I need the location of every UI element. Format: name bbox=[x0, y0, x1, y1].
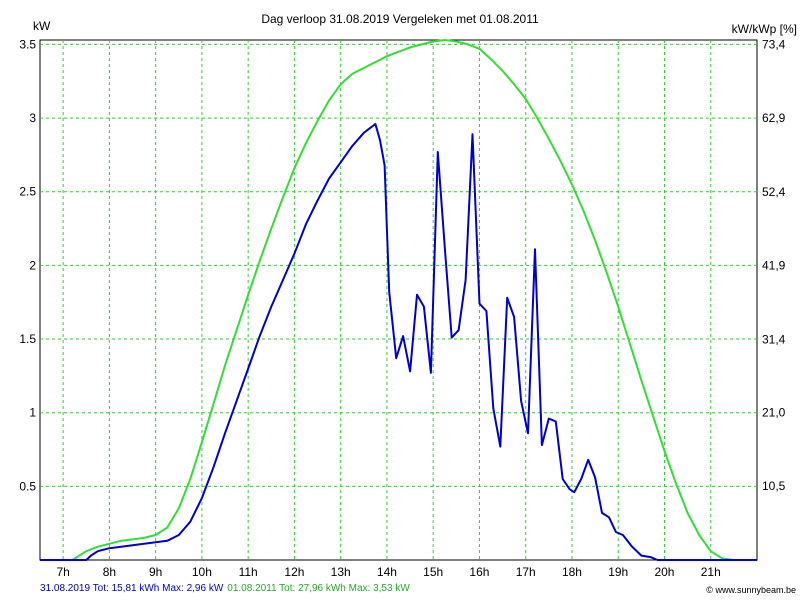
y-tick-label: 2.5 bbox=[19, 185, 36, 199]
footer-series1: 31.08.2019 Tot: 15,81 kWh Max: 2,96 kW bbox=[40, 583, 224, 594]
x-tick-label: 16h bbox=[469, 565, 489, 579]
tick-labels: 7h 8h 9h 10h 11h 12h 13h 14h 15h 16h 17h 18h 19h 20h 2… bbox=[19, 37, 785, 579]
y2-tick-label: 62,9 bbox=[762, 111, 786, 125]
x-tick-label: 19h bbox=[608, 565, 628, 579]
x-tick-label: 10h bbox=[192, 565, 212, 579]
series-line-31.08.2019 bbox=[40, 123, 757, 561]
x-tick-label: 14h bbox=[377, 565, 397, 579]
x-tick-label: 12h bbox=[284, 565, 304, 579]
x-tick-label: 18h bbox=[562, 565, 582, 579]
y2-tick-label: 52,4 bbox=[762, 185, 786, 199]
series-line-01.08.2011 bbox=[40, 39, 757, 561]
x-tick-label: 13h bbox=[331, 565, 351, 579]
y2-tick-label: 41,9 bbox=[762, 259, 786, 273]
series-lines bbox=[40, 39, 757, 561]
x-tick-label: 8h bbox=[103, 565, 116, 579]
x-tick-label: 20h bbox=[654, 565, 674, 579]
y-tick-label: 1 bbox=[29, 406, 36, 420]
y-tick-label: 1.5 bbox=[19, 332, 36, 346]
y-tick-label: 3.5 bbox=[19, 37, 36, 51]
x-tick-label: 7h bbox=[56, 565, 69, 579]
brand-text: www.sunnybeam.be bbox=[715, 585, 796, 595]
gridlines bbox=[40, 40, 757, 560]
y2-tick-label: 31,4 bbox=[762, 332, 786, 346]
x-tick-label: 21h bbox=[701, 565, 721, 579]
footer-stats: 31.08.2019 Tot: 15,81 kWh Max: 2,96 kW 01… bbox=[40, 583, 414, 594]
y-tick-label: 3 bbox=[29, 111, 36, 125]
plot-area bbox=[39, 39, 758, 561]
x-tick-label: 17h bbox=[516, 565, 536, 579]
y-tick-label: 0.5 bbox=[19, 479, 36, 493]
y2-tick-label: 73,4 bbox=[762, 37, 786, 51]
copyright-icon: © bbox=[706, 585, 713, 595]
x-tick-label: 9h bbox=[149, 565, 162, 579]
x-tick-label: 11h bbox=[239, 565, 258, 579]
brand-credit: © www.sunnybeam.be bbox=[706, 585, 796, 595]
y2-axis-label: kW/kWp [%] bbox=[732, 22, 797, 36]
chart-title: Dag verloop 31.08.2019 Vergeleken met 01… bbox=[261, 12, 539, 26]
y-tick-label: 2 bbox=[29, 258, 36, 272]
y2-tick-label: 21,0 bbox=[762, 405, 786, 419]
x-tick-label: 15h bbox=[423, 565, 443, 579]
y2-tick-label: 10,5 bbox=[762, 479, 786, 493]
y-axis-label: kW bbox=[33, 19, 51, 33]
footer-series2: 01.08.2011 Tot: 27,96 kWh Max: 3,53 kW bbox=[227, 583, 410, 594]
